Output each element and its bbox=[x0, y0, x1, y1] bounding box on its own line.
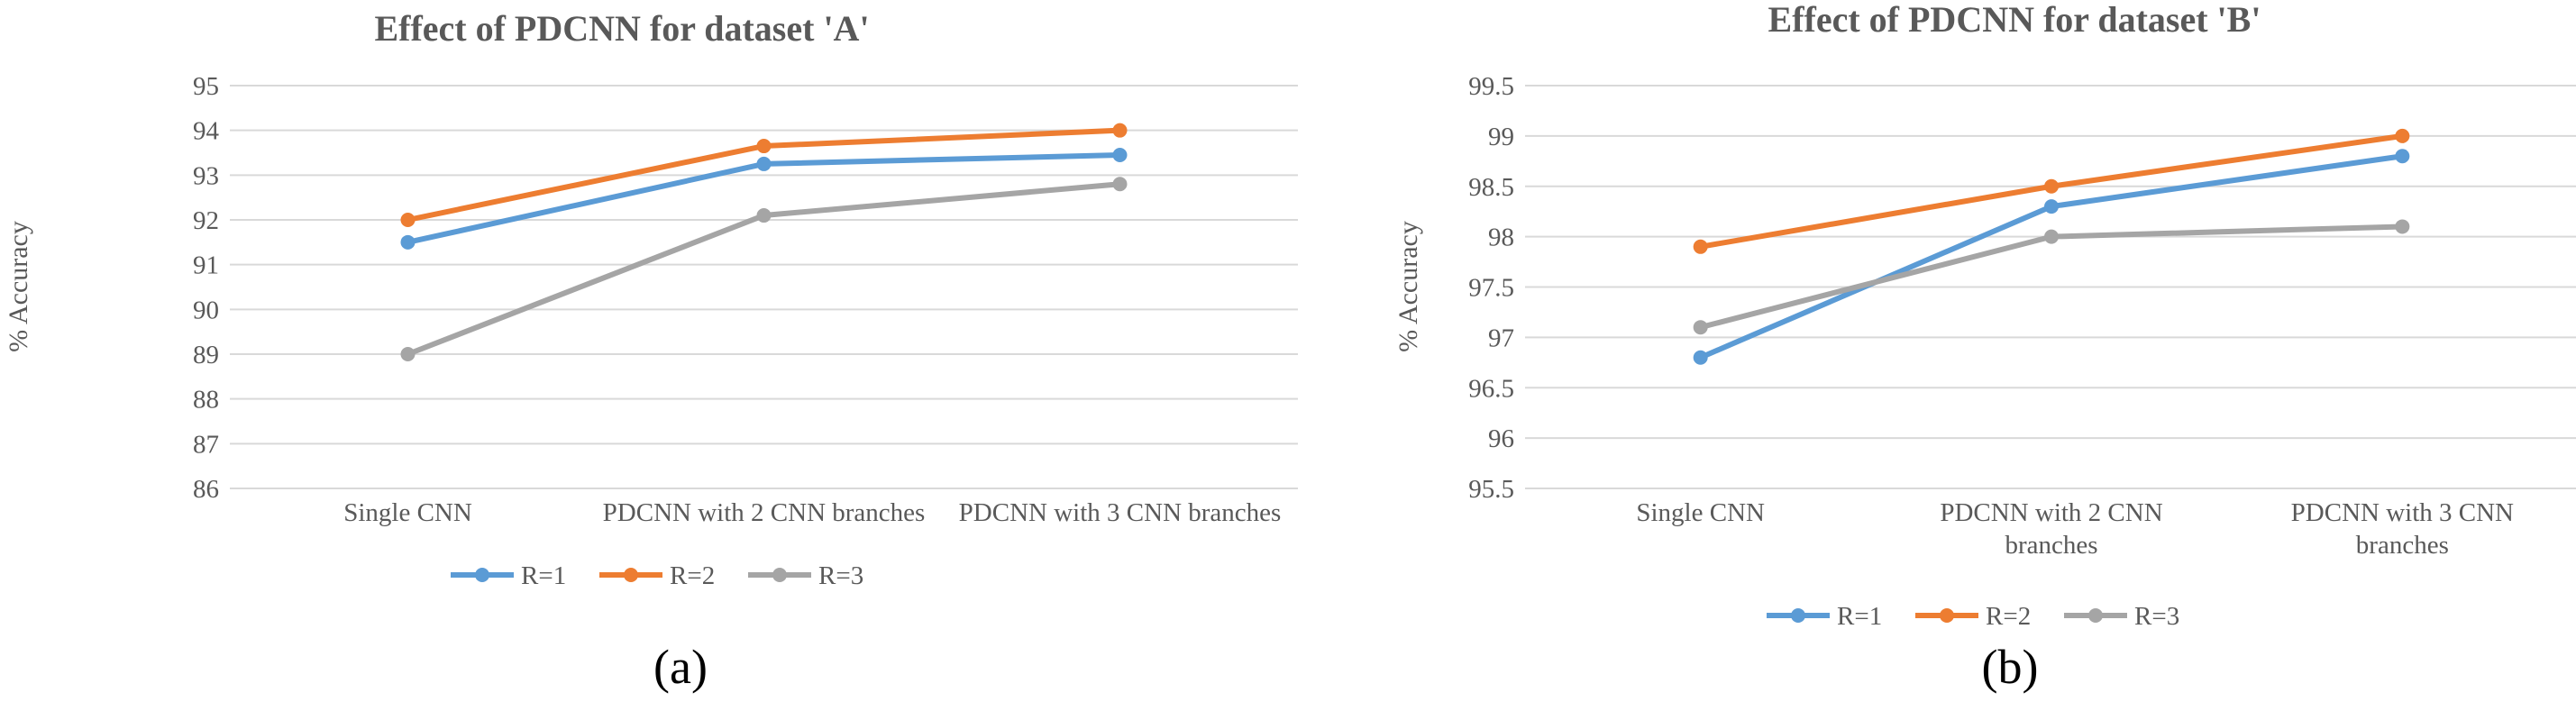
chart-title: Effect of PDCNN for dataset 'B' bbox=[1768, 0, 2261, 40]
data-point bbox=[1693, 350, 1708, 365]
data-point bbox=[1112, 147, 1128, 162]
y-tick-label: 99 bbox=[1488, 123, 1514, 151]
legend-swatch-marker bbox=[1940, 608, 1954, 623]
data-point bbox=[400, 213, 416, 227]
legend-swatch-marker bbox=[1791, 608, 1805, 623]
y-axis-label: % Accuracy bbox=[4, 221, 33, 352]
x-tick-label: PDCNN with 3 CNN branches bbox=[959, 498, 1282, 527]
data-point bbox=[756, 208, 772, 223]
legend-swatch-marker bbox=[2088, 608, 2103, 623]
data-point bbox=[2044, 229, 2059, 244]
y-tick-label: 91 bbox=[193, 251, 219, 280]
y-tick-label: 87 bbox=[193, 430, 219, 459]
y-tick-label: 97.5 bbox=[1468, 274, 1514, 303]
data-point bbox=[2395, 128, 2410, 143]
x-tick-label-line: Single CNN bbox=[343, 498, 472, 527]
legend-label: R=1 bbox=[1837, 602, 1882, 631]
data-point bbox=[1112, 123, 1128, 138]
panel-label: (b) bbox=[1982, 640, 2039, 694]
legend-label: R=3 bbox=[2134, 602, 2179, 631]
data-point bbox=[2395, 219, 2410, 234]
panel-label: (a) bbox=[653, 640, 708, 694]
data-point bbox=[400, 347, 416, 361]
x-tick-label-line: branches bbox=[2005, 531, 2097, 560]
y-tick-label: 92 bbox=[193, 206, 219, 235]
data-point bbox=[2044, 178, 2059, 194]
legend-item: R=1 bbox=[1767, 602, 1882, 631]
chart-b: Effect of PDCNN for dataset 'B' 95.5 96 96.… bbox=[1393, 0, 2576, 694]
data-point bbox=[1112, 177, 1128, 192]
legend-swatch-marker bbox=[772, 568, 787, 582]
x-tick-label-line: branches bbox=[2356, 531, 2449, 560]
data-point bbox=[1693, 320, 1708, 335]
y-tick-label: 98.5 bbox=[1468, 173, 1514, 202]
y-tick-label: 88 bbox=[193, 386, 219, 415]
x-tick-label: Single CNN bbox=[1636, 498, 1765, 527]
y-tick-label: 93 bbox=[193, 161, 219, 190]
legend-item: R=2 bbox=[599, 561, 715, 590]
legend-item: R=2 bbox=[1915, 602, 2031, 631]
data-point bbox=[756, 139, 772, 154]
legend-label: R=1 bbox=[521, 561, 566, 590]
y-tick-label: 86 bbox=[193, 475, 219, 504]
legend-label: R=2 bbox=[670, 561, 715, 590]
legend-swatch-marker bbox=[475, 568, 489, 582]
x-tick-label-line: PDCNN with 3 CNN bbox=[2291, 498, 2514, 527]
x-tick-label-line: PDCNN with 2 CNN branches bbox=[603, 498, 926, 527]
chart-title: Effect of PDCNN for dataset 'A' bbox=[374, 8, 869, 49]
x-tick-label: PDCNN with 2 CNN branches bbox=[1940, 498, 2162, 560]
x-tick-label-line: Single CNN bbox=[1636, 498, 1765, 527]
data-point bbox=[400, 234, 416, 250]
legend-item: R=3 bbox=[2064, 602, 2179, 631]
y-tick-label: 96.5 bbox=[1468, 374, 1514, 403]
y-tick-label: 99.5 bbox=[1468, 72, 1514, 101]
x-tick-label: PDCNN with 3 CNN branches bbox=[2291, 498, 2514, 560]
x-tick-label-line: PDCNN with 3 CNN branches bbox=[959, 498, 1282, 527]
legend-item: R=3 bbox=[748, 561, 863, 590]
legend-label: R=2 bbox=[1986, 602, 2031, 631]
legend-item: R=1 bbox=[451, 561, 566, 590]
chart-a: Effect of PDCNN for dataset 'A' 86 87 88 89 9… bbox=[4, 8, 1298, 694]
y-tick-label: 98 bbox=[1488, 223, 1514, 252]
legend-swatch-marker bbox=[624, 568, 638, 582]
x-tick-label: PDCNN with 2 CNN branches bbox=[603, 498, 926, 527]
x-tick-label-line: PDCNN with 2 CNN bbox=[1940, 498, 2162, 527]
data-point bbox=[2395, 149, 2410, 164]
y-tick-label: 89 bbox=[193, 341, 219, 369]
data-point bbox=[2044, 199, 2059, 214]
legend-label: R=3 bbox=[818, 561, 863, 590]
data-point bbox=[756, 156, 772, 171]
y-tick-label: 95.5 bbox=[1468, 475, 1514, 504]
y-axis-label: % Accuracy bbox=[1393, 221, 1423, 352]
x-tick-label: Single CNN bbox=[343, 498, 472, 527]
y-tick-label: 97 bbox=[1488, 324, 1514, 352]
y-tick-label: 94 bbox=[193, 117, 220, 146]
data-point bbox=[1693, 239, 1708, 254]
y-tick-label: 96 bbox=[1488, 424, 1514, 453]
y-tick-label: 90 bbox=[193, 296, 219, 324]
y-tick-label: 95 bbox=[193, 72, 219, 101]
